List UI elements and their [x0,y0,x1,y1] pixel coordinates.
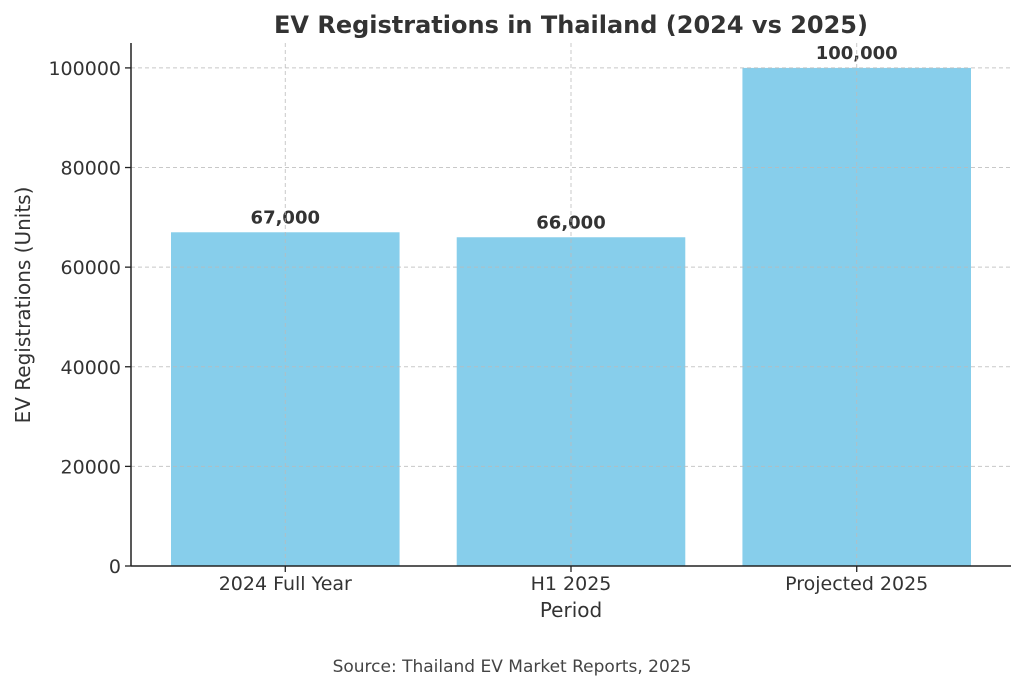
x-tick-label: H1 2025 [531,573,612,595]
y-tick-label: 0 [109,556,121,578]
data-label: 66,000 [536,212,605,233]
source-note: Source: Thailand EV Market Reports, 2025 [332,657,692,677]
chart-title: EV Registrations in Thailand (2024 vs 20… [274,11,868,39]
y-axis-label: EV Registrations (Units) [11,187,35,424]
y-tick-label: 40000 [61,357,121,379]
data-label: 67,000 [251,207,320,228]
bar [171,232,400,566]
y-tick-label: 60000 [61,257,121,279]
y-tick-label: 20000 [61,456,121,478]
y-tick-label: 80000 [61,158,121,180]
x-axis-label: Period [540,598,602,622]
x-tick-label: Projected 2025 [785,573,928,595]
x-tick-label: 2024 Full Year [219,573,352,595]
y-tick-label: 100000 [48,58,121,80]
